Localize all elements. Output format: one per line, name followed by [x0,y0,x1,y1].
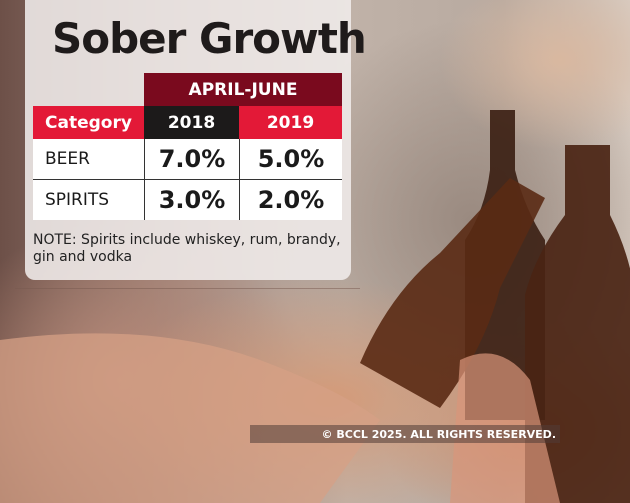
beer-bottle-icon [525,145,630,503]
column-header-category: Category [33,106,144,139]
row-label-beer: BEER [33,139,144,180]
cell-beer-2019: 5.0% [239,139,342,180]
copyright-notice: © BCCL 2025. ALL RIGHTS RESERVED. [250,425,560,443]
column-header-2019: 2019 [239,106,342,139]
period-header: APRIL-JUNE [144,73,342,106]
chart-title: Sober Growth [52,14,367,63]
table-note: NOTE: Spirits include whiskey, rum, bran… [33,232,341,265]
divider [15,288,360,289]
row-label-spirits: SPIRITS [33,180,144,220]
column-header-2018: 2018 [144,106,239,139]
cell-spirits-2018: 3.0% [144,180,239,220]
beer-bottle-icon [360,178,545,408]
cell-spirits-2019: 2.0% [239,180,342,220]
cell-beer-2018: 7.0% [144,139,239,180]
